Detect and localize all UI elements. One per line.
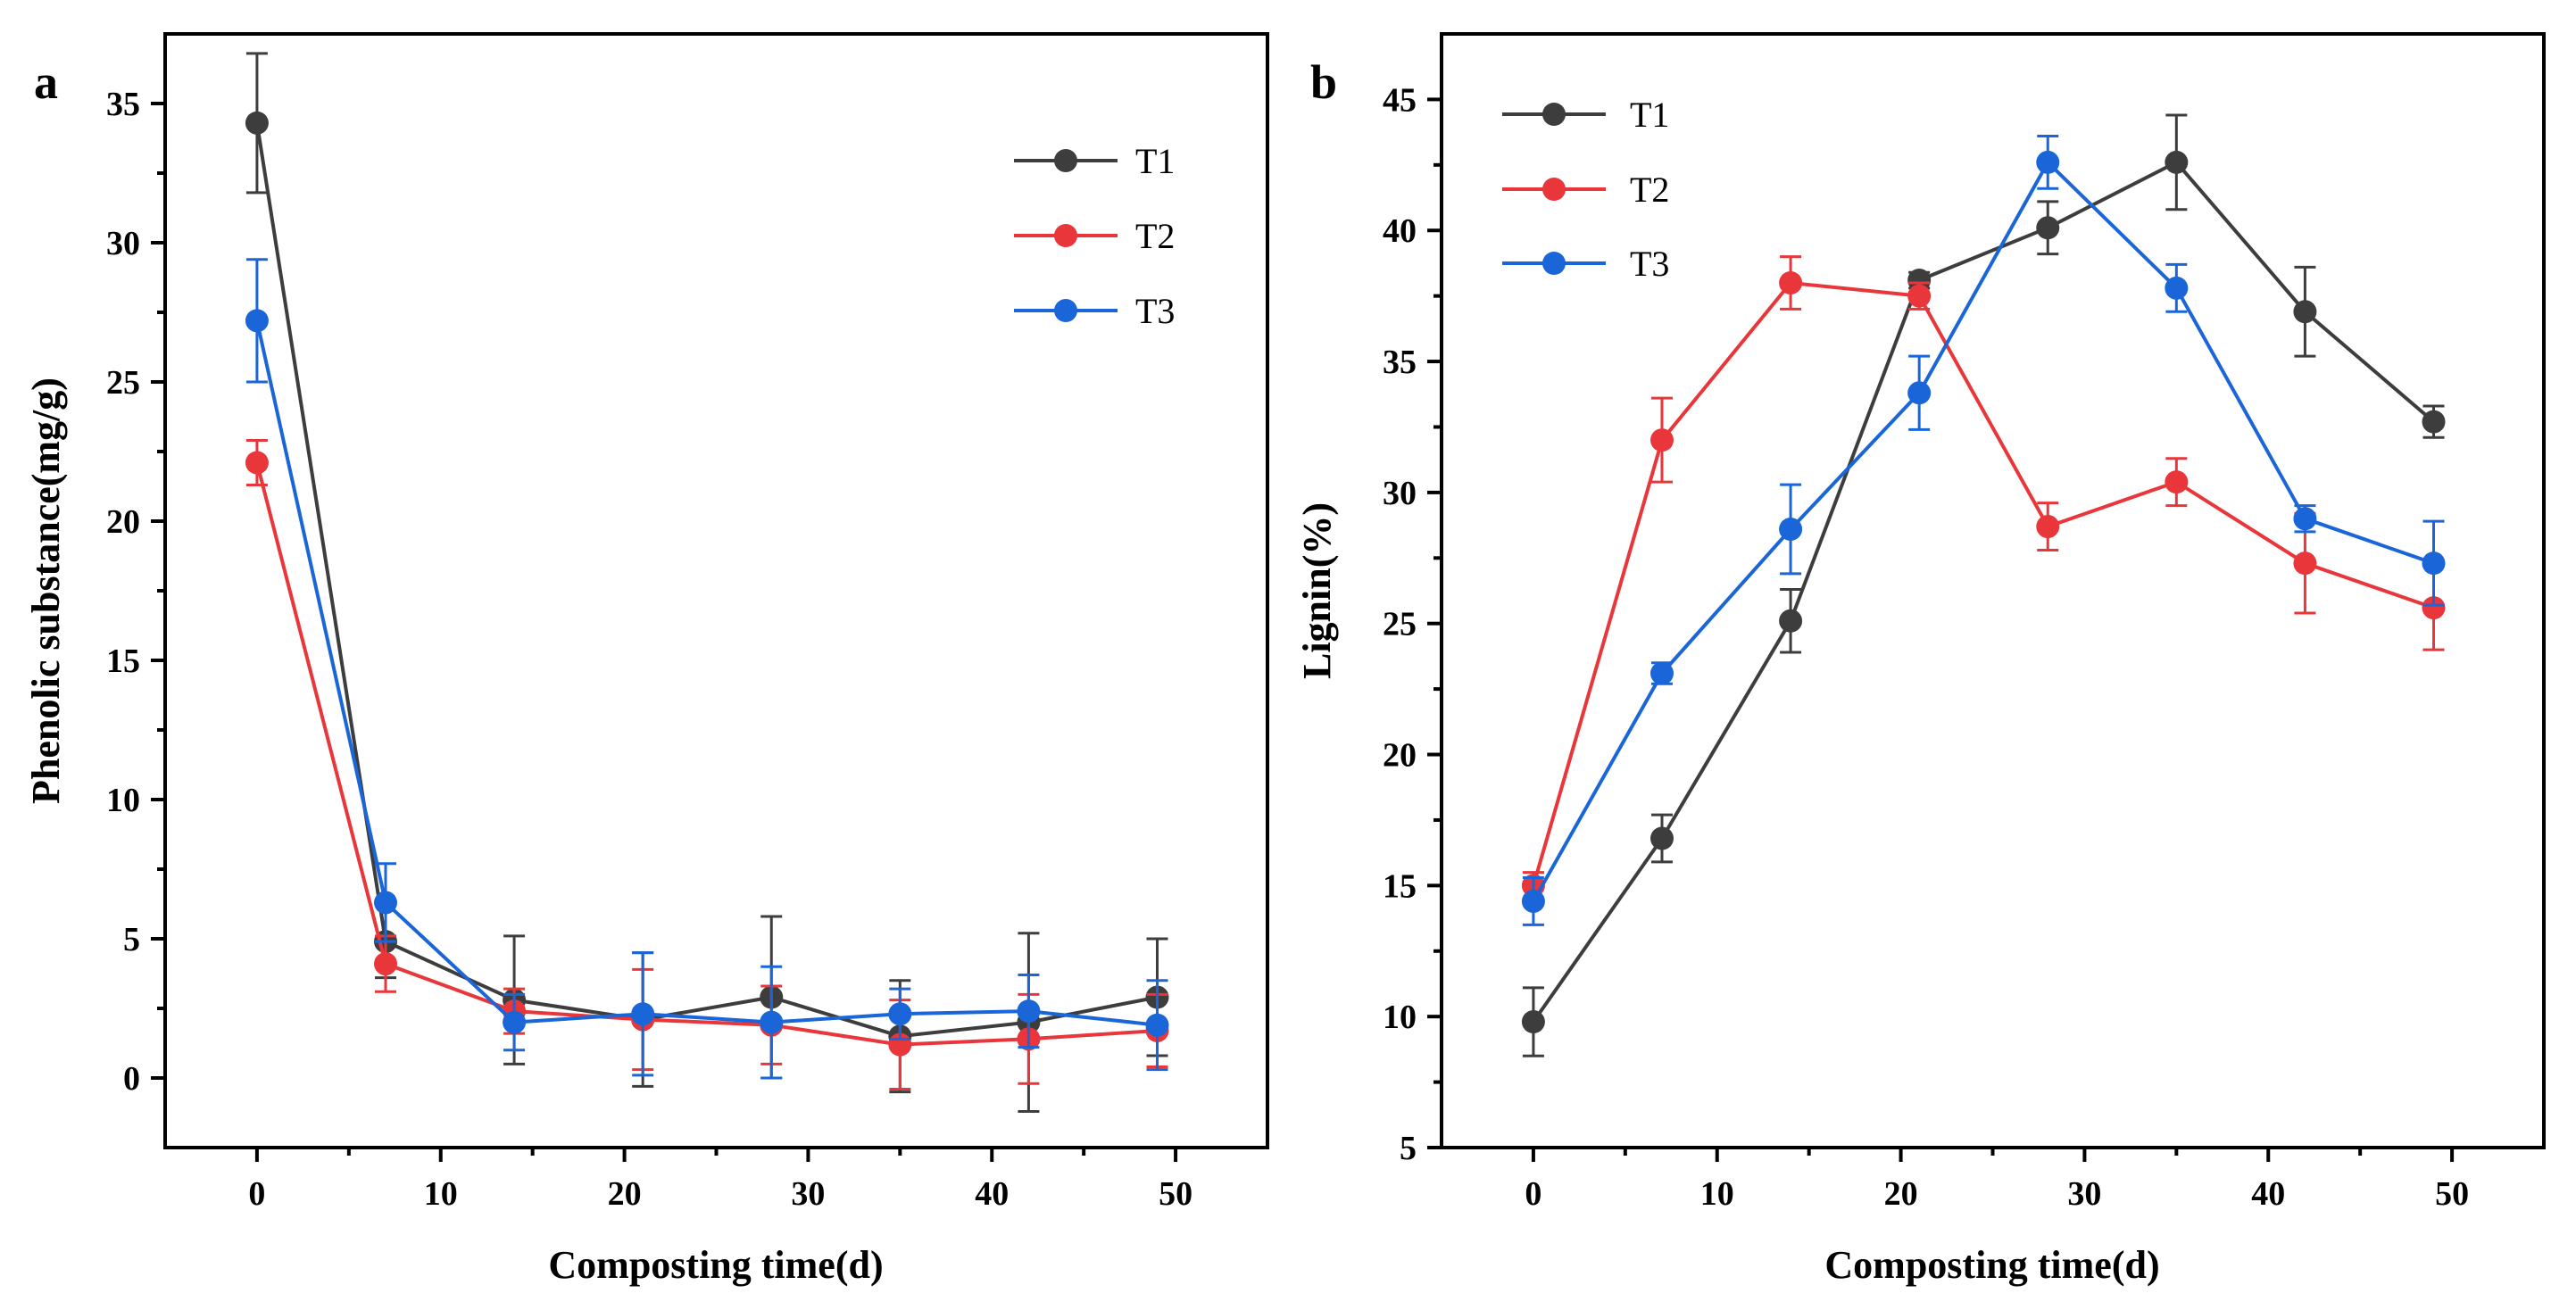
y-tick-label-b: 35	[1383, 344, 1417, 381]
x-axis-title-b: Composting time(d)	[1824, 1243, 2159, 1287]
x-tick-label-b: 50	[2435, 1175, 2469, 1213]
legend-label-t3-a: T3	[1135, 291, 1175, 331]
data-point-t3-b	[2293, 507, 2317, 531]
legend-label-t1-a: T1	[1135, 141, 1175, 181]
y-tick-label-a: 35	[106, 86, 140, 123]
legend-marker-t2-b	[1542, 178, 1566, 201]
data-point-t3-b	[2422, 551, 2446, 576]
legend-marker-t3-a	[1054, 299, 1077, 322]
y-tick-label-b: 10	[1383, 999, 1417, 1036]
data-point-t3-b	[2165, 276, 2189, 300]
legend-marker-t1-b	[1542, 103, 1566, 126]
legend-marker-t1-a	[1054, 149, 1077, 172]
series-line-t3-b	[1532, 160, 2435, 902]
x-tick-label-a: 10	[424, 1175, 458, 1213]
y-tick-label-a: 25	[106, 364, 140, 402]
y-tick-label-b: 45	[1383, 81, 1417, 119]
legend-label-t3-b: T3	[1630, 244, 1669, 284]
data-point-t1-b	[2036, 216, 2060, 240]
y-tick-label-a: 5	[123, 921, 140, 958]
data-point-t3-a	[374, 891, 397, 915]
legend-b: T1 T2 T3	[1502, 95, 1669, 284]
y-axis-title-b: Lignin(%)	[1295, 502, 1339, 679]
data-point-t3-a	[503, 1010, 527, 1034]
legend-label-t2-a: T2	[1135, 216, 1175, 256]
data-point-t3-b	[1907, 381, 1932, 405]
x-tick-label-a: 20	[608, 1175, 642, 1213]
y-tick-label-a: 10	[106, 782, 140, 819]
y-tick-label-b: 15	[1383, 867, 1417, 905]
x-tick-label-a: 40	[975, 1175, 1009, 1213]
chart-panel-b: b 0 10 20 30 40 50 5 10 15 20 25 30 35 40 45 Compostin…	[1295, 32, 2546, 1287]
series-group-a	[245, 52, 1169, 1113]
data-point-t3-a	[1017, 999, 1041, 1024]
data-point-t3-b	[1779, 517, 1803, 541]
legend-a: T1 T2 T3	[1014, 141, 1175, 331]
legend-marker-t2-a	[1054, 224, 1077, 247]
data-point-t2-a	[374, 952, 397, 976]
data-point-t2-b	[2036, 515, 2060, 539]
y-tick-label-b: 30	[1383, 475, 1417, 512]
data-point-t1-b	[2165, 150, 2189, 174]
panel-label-b: b	[1310, 55, 1337, 109]
series-line-t1-b	[1532, 160, 2435, 1024]
data-point-t1-b	[1650, 826, 1674, 850]
series-line-t1-a	[254, 122, 1158, 1039]
y-tick-label-b: 5	[1400, 1130, 1417, 1167]
data-point-t3-a	[1145, 1013, 1169, 1037]
x-tick-label-b: 0	[1525, 1175, 1541, 1213]
x-tick-label-a: 50	[1159, 1175, 1192, 1213]
y-tick-label-a: 15	[106, 643, 140, 680]
tick-group-a: 0 10 20 30 40 50 0 5 10 15 20 25 30 35	[106, 86, 1192, 1213]
series-group-b	[1521, 113, 2446, 1057]
data-point-t3-a	[888, 1002, 912, 1026]
x-tick-label-b: 30	[2067, 1175, 2101, 1213]
x-axis-title-a: Composting time(d)	[548, 1243, 883, 1287]
data-point-t3-a	[245, 309, 269, 333]
y-tick-label-b: 40	[1383, 212, 1417, 250]
data-point-t3-b	[2036, 150, 2060, 174]
x-tick-label-b: 40	[2251, 1175, 2285, 1213]
y-tick-label-a: 0	[123, 1060, 140, 1098]
data-point-t1-b	[2293, 300, 2317, 324]
chart-panel-a: a 0 10 20 30 40 50 0 5 10 15 20 25 30 35 Composting t…	[24, 32, 1269, 1287]
y-tick-label-a: 20	[106, 503, 140, 541]
series-line-t3-a	[254, 319, 1158, 1027]
data-point-t2-a	[245, 451, 269, 475]
data-point-t2-b	[1650, 428, 1674, 452]
data-point-t3-a	[631, 1002, 655, 1026]
data-point-t2-b	[2165, 470, 2189, 494]
data-point-t3-b	[1521, 889, 1545, 913]
y-axis-title-a: Phenolic substance(mg/g)	[24, 377, 68, 804]
panel-label-a: a	[34, 55, 58, 109]
tick-group-b: 0 10 20 30 40 50 5 10 15 20 25 30 35 40 45	[1383, 81, 2469, 1213]
legend-marker-t3-b	[1542, 252, 1566, 275]
series-line-t2-b	[1531, 281, 2435, 886]
data-point-t3-a	[760, 1010, 784, 1034]
data-point-t2-b	[1907, 284, 1932, 308]
data-point-t1-a	[245, 111, 269, 135]
x-tick-label-a: 30	[791, 1175, 825, 1213]
x-tick-label-b: 10	[1700, 1175, 1734, 1213]
data-point-t1-b	[1521, 1010, 1545, 1034]
data-point-t1-b	[2422, 410, 2446, 434]
y-tick-label-b: 20	[1383, 737, 1417, 775]
x-tick-label-a: 0	[248, 1175, 265, 1213]
data-point-t2-b	[2422, 596, 2446, 620]
x-tick-label-b: 20	[1884, 1175, 1918, 1213]
data-point-t3-b	[1650, 661, 1674, 685]
data-point-t1-b	[1779, 609, 1803, 633]
data-point-t2-b	[2293, 551, 2317, 576]
legend-label-t1-b: T1	[1630, 95, 1669, 135]
y-tick-label-a: 30	[106, 225, 140, 262]
data-point-t2-b	[1779, 270, 1803, 294]
series-line-t2-a	[254, 462, 1158, 1047]
legend-label-t2-b: T2	[1630, 170, 1669, 210]
y-tick-label-b: 25	[1383, 606, 1417, 643]
